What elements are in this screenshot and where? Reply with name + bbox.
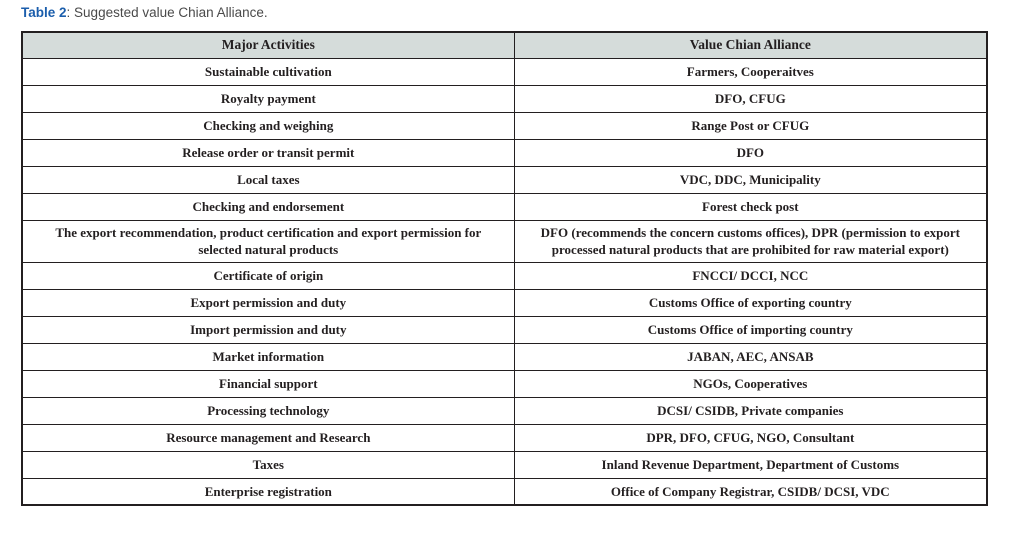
column-header-major-activities: Major Activities <box>21 31 515 59</box>
alliance-cell: DPR, DFO, CFUG, NGO, Consultant <box>513 423 988 452</box>
table-row: Taxes Inland Revenue Department, Departm… <box>21 450 988 479</box>
activity-cell: Financial support <box>21 369 515 398</box>
table-caption: Table 2: Suggested value Chian Alliance. <box>21 5 268 20</box>
activity-cell: Resource management and Research <box>21 423 515 452</box>
table-row: Processing technology DCSI/ CSIDB, Priva… <box>21 396 988 425</box>
alliance-cell: Office of Company Registrar, CSIDB/ DCSI… <box>513 477 988 506</box>
activity-cell: Taxes <box>21 450 515 479</box>
table-row: Market information JABAN, AEC, ANSAB <box>21 342 988 371</box>
table-row: Sustainable cultivation Farmers, Coopera… <box>21 57 988 86</box>
activity-cell: Local taxes <box>21 165 515 194</box>
activity-cell: The export recommendation, product certi… <box>21 219 515 263</box>
alliance-cell: DFO (recommends the concern customs offi… <box>513 219 988 263</box>
activity-cell: Enterprise registration <box>21 477 515 506</box>
table-row: Checking and endorsement Forest check po… <box>21 192 988 221</box>
alliance-cell: VDC, DDC, Municipality <box>513 165 988 194</box>
alliance-cell: Inland Revenue Department, Department of… <box>513 450 988 479</box>
alliance-cell: Range Post or CFUG <box>513 111 988 140</box>
activity-cell: Processing technology <box>21 396 515 425</box>
activity-cell: Release order or transit permit <box>21 138 515 167</box>
table-row: Financial support NGOs, Cooperatives <box>21 369 988 398</box>
value-chain-alliance-table: Major Activities Value Chian Alliance Su… <box>21 31 988 507</box>
activity-cell: Checking and weighing <box>21 111 515 140</box>
table-row: Export permission and duty Customs Offic… <box>21 288 988 317</box>
alliance-cell: Customs Office of exporting country <box>513 288 988 317</box>
table-header-row: Major Activities Value Chian Alliance <box>21 31 988 59</box>
activity-cell: Market information <box>21 342 515 371</box>
activity-cell: Import permission and duty <box>21 315 515 344</box>
activity-cell: Royalty payment <box>21 84 515 113</box>
alliance-cell: DFO, CFUG <box>513 84 988 113</box>
table-caption-label: Table 2 <box>21 5 67 20</box>
table-row: Royalty payment DFO, CFUG <box>21 84 988 113</box>
table-row: Release order or transit permit DFO <box>21 138 988 167</box>
table-caption-text: Suggested value Chian Alliance. <box>74 5 268 20</box>
activity-cell: Certificate of origin <box>21 261 515 290</box>
table-row: Resource management and Research DPR, DF… <box>21 423 988 452</box>
column-header-value-chian-alliance: Value Chian Alliance <box>513 31 988 59</box>
table-row: Local taxes VDC, DDC, Municipality <box>21 165 988 194</box>
alliance-cell: DCSI/ CSIDB, Private companies <box>513 396 988 425</box>
table-row: The export recommendation, product certi… <box>21 219 988 263</box>
alliance-cell: FNCCI/ DCCI, NCC <box>513 261 988 290</box>
alliance-cell: Farmers, Cooperaitves <box>513 57 988 86</box>
alliance-cell: Customs Office of importing country <box>513 315 988 344</box>
table-row: Import permission and duty Customs Offic… <box>21 315 988 344</box>
alliance-cell: DFO <box>513 138 988 167</box>
table-row: Certificate of origin FNCCI/ DCCI, NCC <box>21 261 988 290</box>
table-caption-separator: : <box>66 5 75 20</box>
alliance-cell: JABAN, AEC, ANSAB <box>513 342 988 371</box>
table-row: Checking and weighing Range Post or CFUG <box>21 111 988 140</box>
activity-cell: Sustainable cultivation <box>21 57 515 86</box>
activity-cell: Export permission and duty <box>21 288 515 317</box>
table-row: Enterprise registration Office of Compan… <box>21 477 988 506</box>
alliance-cell: NGOs, Cooperatives <box>513 369 988 398</box>
activity-cell: Checking and endorsement <box>21 192 515 221</box>
alliance-cell: Forest check post <box>513 192 988 221</box>
